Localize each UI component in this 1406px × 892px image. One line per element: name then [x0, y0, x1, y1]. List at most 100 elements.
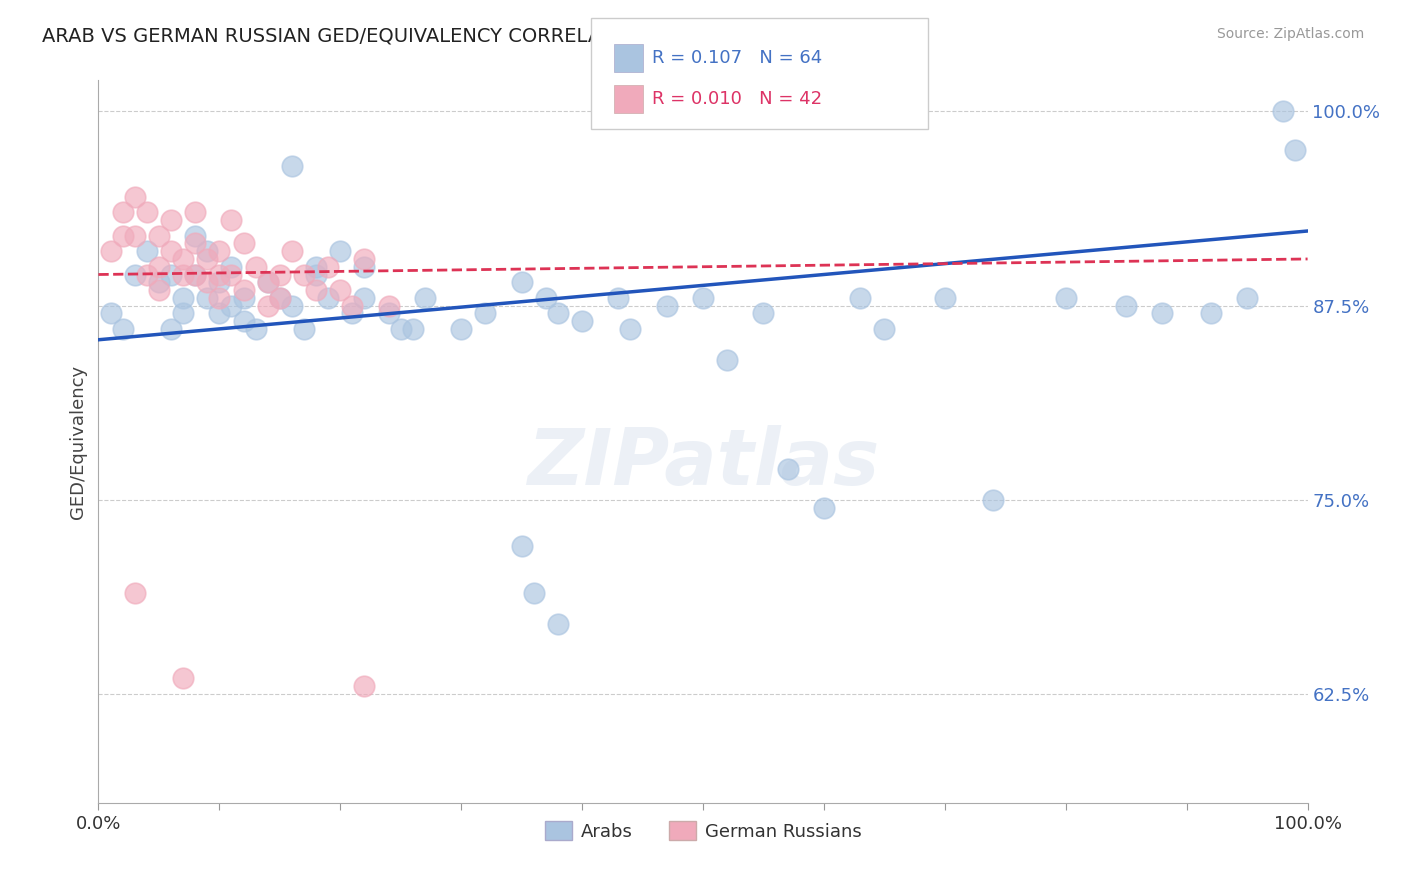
Point — [256, 275, 278, 289]
Point — [1054, 291, 1077, 305]
Point — [413, 291, 436, 305]
Point — [195, 275, 218, 289]
Point — [232, 314, 254, 328]
Point — [208, 291, 231, 305]
Point — [1272, 104, 1295, 119]
Point — [474, 306, 496, 320]
Point — [292, 268, 315, 282]
Point — [353, 679, 375, 693]
Point — [1115, 299, 1137, 313]
Point — [184, 268, 207, 282]
Point — [655, 299, 678, 313]
Point — [208, 244, 231, 259]
Point — [389, 322, 412, 336]
Text: R = 0.107   N = 64: R = 0.107 N = 64 — [652, 49, 823, 67]
Point — [353, 260, 375, 274]
Point — [256, 299, 278, 313]
Point — [208, 268, 231, 282]
Point — [124, 228, 146, 243]
Point — [160, 322, 183, 336]
Point — [221, 268, 243, 282]
Point — [607, 291, 630, 305]
Point — [135, 268, 157, 282]
Point — [232, 236, 254, 251]
Legend: Arabs, German Russians: Arabs, German Russians — [537, 814, 869, 848]
Point — [281, 159, 304, 173]
Point — [111, 228, 134, 243]
Point — [172, 672, 194, 686]
Point — [305, 260, 328, 274]
Point — [571, 314, 593, 328]
Point — [124, 268, 146, 282]
Point — [172, 306, 194, 320]
Point — [281, 299, 304, 313]
Point — [377, 299, 399, 313]
Point — [245, 322, 267, 336]
Point — [221, 299, 243, 313]
Point — [269, 291, 291, 305]
Point — [342, 299, 364, 313]
Point — [547, 306, 569, 320]
Point — [776, 461, 799, 475]
Point — [1236, 291, 1258, 305]
Point — [329, 244, 352, 259]
Point — [342, 306, 364, 320]
Text: R = 0.010   N = 42: R = 0.010 N = 42 — [652, 90, 823, 108]
Point — [172, 252, 194, 266]
Point — [450, 322, 472, 336]
Point — [124, 586, 146, 600]
Point — [232, 283, 254, 297]
Point — [232, 291, 254, 305]
Point — [148, 228, 170, 243]
Point — [523, 586, 546, 600]
Point — [849, 291, 872, 305]
Point — [619, 322, 641, 336]
Point — [269, 268, 291, 282]
Point — [221, 213, 243, 227]
Point — [353, 291, 375, 305]
Point — [135, 205, 157, 219]
Point — [402, 322, 425, 336]
Point — [1152, 306, 1174, 320]
Point — [148, 260, 170, 274]
Point — [981, 492, 1004, 507]
Point — [934, 291, 956, 305]
Point — [100, 244, 122, 259]
Point — [329, 283, 352, 297]
Point — [534, 291, 557, 305]
Point — [316, 260, 339, 274]
Point — [305, 268, 328, 282]
Point — [1199, 306, 1222, 320]
Point — [281, 244, 304, 259]
Point — [316, 291, 339, 305]
Point — [221, 260, 243, 274]
Point — [716, 353, 738, 368]
Text: ZIPatlas: ZIPatlas — [527, 425, 879, 501]
Text: Source: ZipAtlas.com: Source: ZipAtlas.com — [1216, 27, 1364, 41]
Point — [124, 190, 146, 204]
Point — [1284, 143, 1306, 157]
Point — [160, 244, 183, 259]
Point — [184, 228, 207, 243]
Point — [208, 306, 231, 320]
Point — [172, 268, 194, 282]
Point — [208, 275, 231, 289]
Point — [184, 236, 207, 251]
Point — [148, 275, 170, 289]
Point — [256, 275, 278, 289]
Point — [353, 252, 375, 266]
Point — [813, 500, 835, 515]
Point — [195, 252, 218, 266]
Point — [172, 291, 194, 305]
Y-axis label: GED/Equivalency: GED/Equivalency — [69, 365, 87, 518]
Point — [305, 283, 328, 297]
Point — [160, 213, 183, 227]
Point — [195, 244, 218, 259]
Point — [135, 244, 157, 259]
Point — [547, 617, 569, 632]
Point — [510, 275, 533, 289]
Point — [873, 322, 896, 336]
Point — [377, 306, 399, 320]
Point — [269, 291, 291, 305]
Point — [184, 268, 207, 282]
